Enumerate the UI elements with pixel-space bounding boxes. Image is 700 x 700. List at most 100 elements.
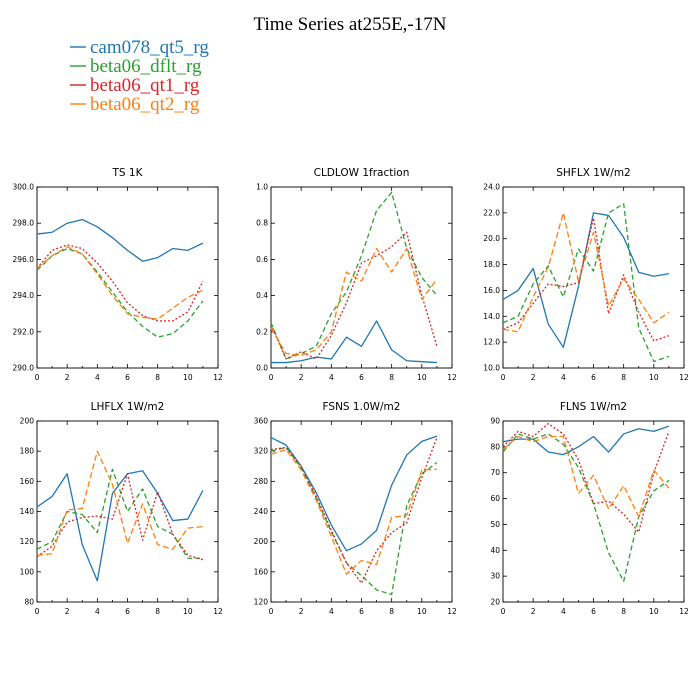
x-tick-label: 6: [359, 373, 364, 382]
y-tick-label: 320: [254, 447, 269, 456]
x-tick-label: 0: [35, 373, 40, 382]
x-tick-label: 10: [417, 373, 427, 382]
y-tick-label: 298.0: [13, 219, 35, 228]
y-tick-label: 18.0: [483, 260, 500, 269]
x-tick-label: 0: [269, 373, 274, 382]
x-tick-label: 8: [389, 373, 394, 382]
y-tick-label: 300.0: [13, 183, 35, 192]
x-tick-label: 6: [125, 373, 130, 382]
y-tick-label: 120: [20, 537, 35, 546]
x-tick-label: 10: [183, 373, 193, 382]
series-line-cam078_qt5_rg: [36, 470, 204, 582]
legend-item: beta06_qt1_rg: [70, 75, 200, 96]
x-tick-label: 4: [329, 373, 334, 382]
series-line-cam078_qt5_rg: [271, 320, 437, 364]
y-tick-label: 292.0: [13, 327, 35, 336]
y-tick-label: 24.0: [483, 183, 500, 192]
series-line-beta06_qt2_rg: [36, 246, 204, 320]
panel-title: SHFLX 1W/m2: [556, 167, 631, 179]
plot-frame: [270, 186, 453, 369]
figure-title: Time Series at255E,-17N: [254, 14, 447, 35]
series-line-cam078_qt5_rg: [502, 212, 670, 348]
series-line-beta06_qt1_rg: [270, 437, 438, 584]
chart-panel: LHFLX 1W/m2 0 2 4 6 8 10 12 80 100 120 140 160 180 200: [20, 401, 223, 616]
y-tick-label: 80: [490, 442, 500, 451]
legend-item: beta06_qt2_rg: [70, 94, 200, 115]
series-line-beta06_qt1_rg: [36, 244, 204, 322]
panel-title: FLNS 1W/m2: [560, 401, 627, 413]
y-tick-label: 296.0: [13, 255, 35, 264]
panel-title: CLDLOW 1fraction: [314, 167, 410, 179]
x-tick-label: 4: [561, 607, 566, 616]
y-tick-label: 160: [20, 477, 35, 486]
legend-label: beta06_dflt_rg: [90, 56, 202, 77]
y-tick-label: 20.0: [483, 234, 500, 243]
x-tick-label: 2: [65, 607, 70, 616]
chart-panels: TS 1K 0 2 4 6 8 10 12 290.0 292.0 294.0 296.0 298.0 3…: [13, 167, 689, 616]
y-tick-label: 140: [20, 507, 35, 516]
y-tick-label: 280: [254, 477, 269, 486]
legend-label: beta06_qt1_rg: [90, 75, 200, 96]
chart-panel: TS 1K 0 2 4 6 8 10 12 290.0 292.0 294.0 296.0 298.0 3…: [13, 167, 223, 382]
y-tick-label: 1.0: [256, 183, 268, 192]
y-tick-label: 0.0: [256, 364, 268, 373]
x-tick-label: 4: [95, 373, 100, 382]
x-tick-label: 4: [561, 373, 566, 382]
x-tick-label: 10: [649, 373, 659, 382]
x-tick-label: 2: [531, 373, 536, 382]
series-line-beta06_dflt_rg: [270, 446, 438, 596]
series-line-cam078_qt5_rg: [502, 425, 670, 456]
series-line-beta06_qt1_rg: [502, 422, 670, 533]
y-tick-label: 0.2: [256, 327, 268, 336]
x-tick-label: 12: [213, 373, 223, 382]
x-tick-label: 4: [95, 607, 100, 616]
x-tick-label: 12: [447, 373, 457, 382]
series-line-beta06_qt2_rg: [270, 449, 437, 575]
y-tick-label: 80: [24, 598, 34, 607]
chart-panel: SHFLX 1W/m2 0 2 4 6 8 10 12 10.0 12.0 14.0 16.0 18.0…: [483, 167, 689, 382]
panel-title: TS 1K: [112, 167, 144, 179]
y-tick-label: 0.8: [256, 219, 268, 228]
x-tick-label: 8: [621, 373, 626, 382]
series-line-beta06_qt1_rg: [36, 473, 204, 561]
legend-label: beta06_qt2_rg: [90, 94, 200, 115]
y-tick-label: 12.0: [483, 338, 500, 347]
plot-frame: [36, 420, 219, 603]
chart-panel: FSNS 1.0W/m2 0 2 4 6 8 10 12 120 160 200 240 280 320 3…: [254, 401, 457, 616]
x-tick-label: 8: [389, 607, 394, 616]
series-line-beta06_qt1_rg: [270, 231, 438, 360]
chart-panel: CLDLOW 1fraction 0 2 4 6 8 10 12 0.0 0.2 0.4 0.6 0.8…: [256, 167, 457, 382]
series-line-beta06_dflt_rg: [36, 247, 204, 338]
x-tick-label: 2: [299, 607, 304, 616]
chart-panel: FLNS 1W/m2 0 2 4 6 8 10 12 20 30 40 50 60 70 80 90: [490, 401, 689, 616]
y-tick-label: 14.0: [483, 312, 500, 321]
series-line-cam078_qt5_rg: [270, 435, 438, 552]
legend: cam078_qt5_rgbeta06_dflt_rgbeta06_qt1_rg…: [70, 37, 209, 115]
y-tick-label: 10.0: [483, 364, 500, 373]
series-line-beta06_qt1_rg: [502, 217, 670, 342]
y-tick-label: 360: [254, 417, 269, 426]
legend-item: cam078_qt5_rg: [70, 37, 209, 58]
x-tick-label: 6: [591, 373, 596, 382]
y-tick-label: 16.0: [483, 286, 500, 295]
x-tick-label: 0: [501, 607, 506, 616]
series-line-beta06_qt2_rg: [502, 212, 670, 333]
plot-frame: [36, 186, 219, 369]
y-tick-label: 70: [490, 468, 500, 477]
x-tick-label: 2: [65, 373, 70, 382]
y-tick-label: 290.0: [13, 364, 35, 373]
x-tick-label: 8: [621, 607, 626, 616]
y-tick-label: 60: [490, 494, 500, 503]
x-tick-label: 0: [35, 607, 40, 616]
x-tick-label: 8: [155, 607, 160, 616]
legend-item: beta06_dflt_rg: [70, 56, 202, 77]
y-tick-label: 180: [20, 447, 35, 456]
series-line-beta06_dflt_rg: [502, 433, 670, 582]
y-tick-label: 294.0: [13, 291, 35, 300]
x-tick-label: 10: [417, 607, 427, 616]
x-tick-label: 6: [591, 607, 596, 616]
x-tick-label: 2: [299, 373, 304, 382]
x-tick-label: 2: [531, 607, 536, 616]
series-line-cam078_qt5_rg: [36, 218, 204, 262]
